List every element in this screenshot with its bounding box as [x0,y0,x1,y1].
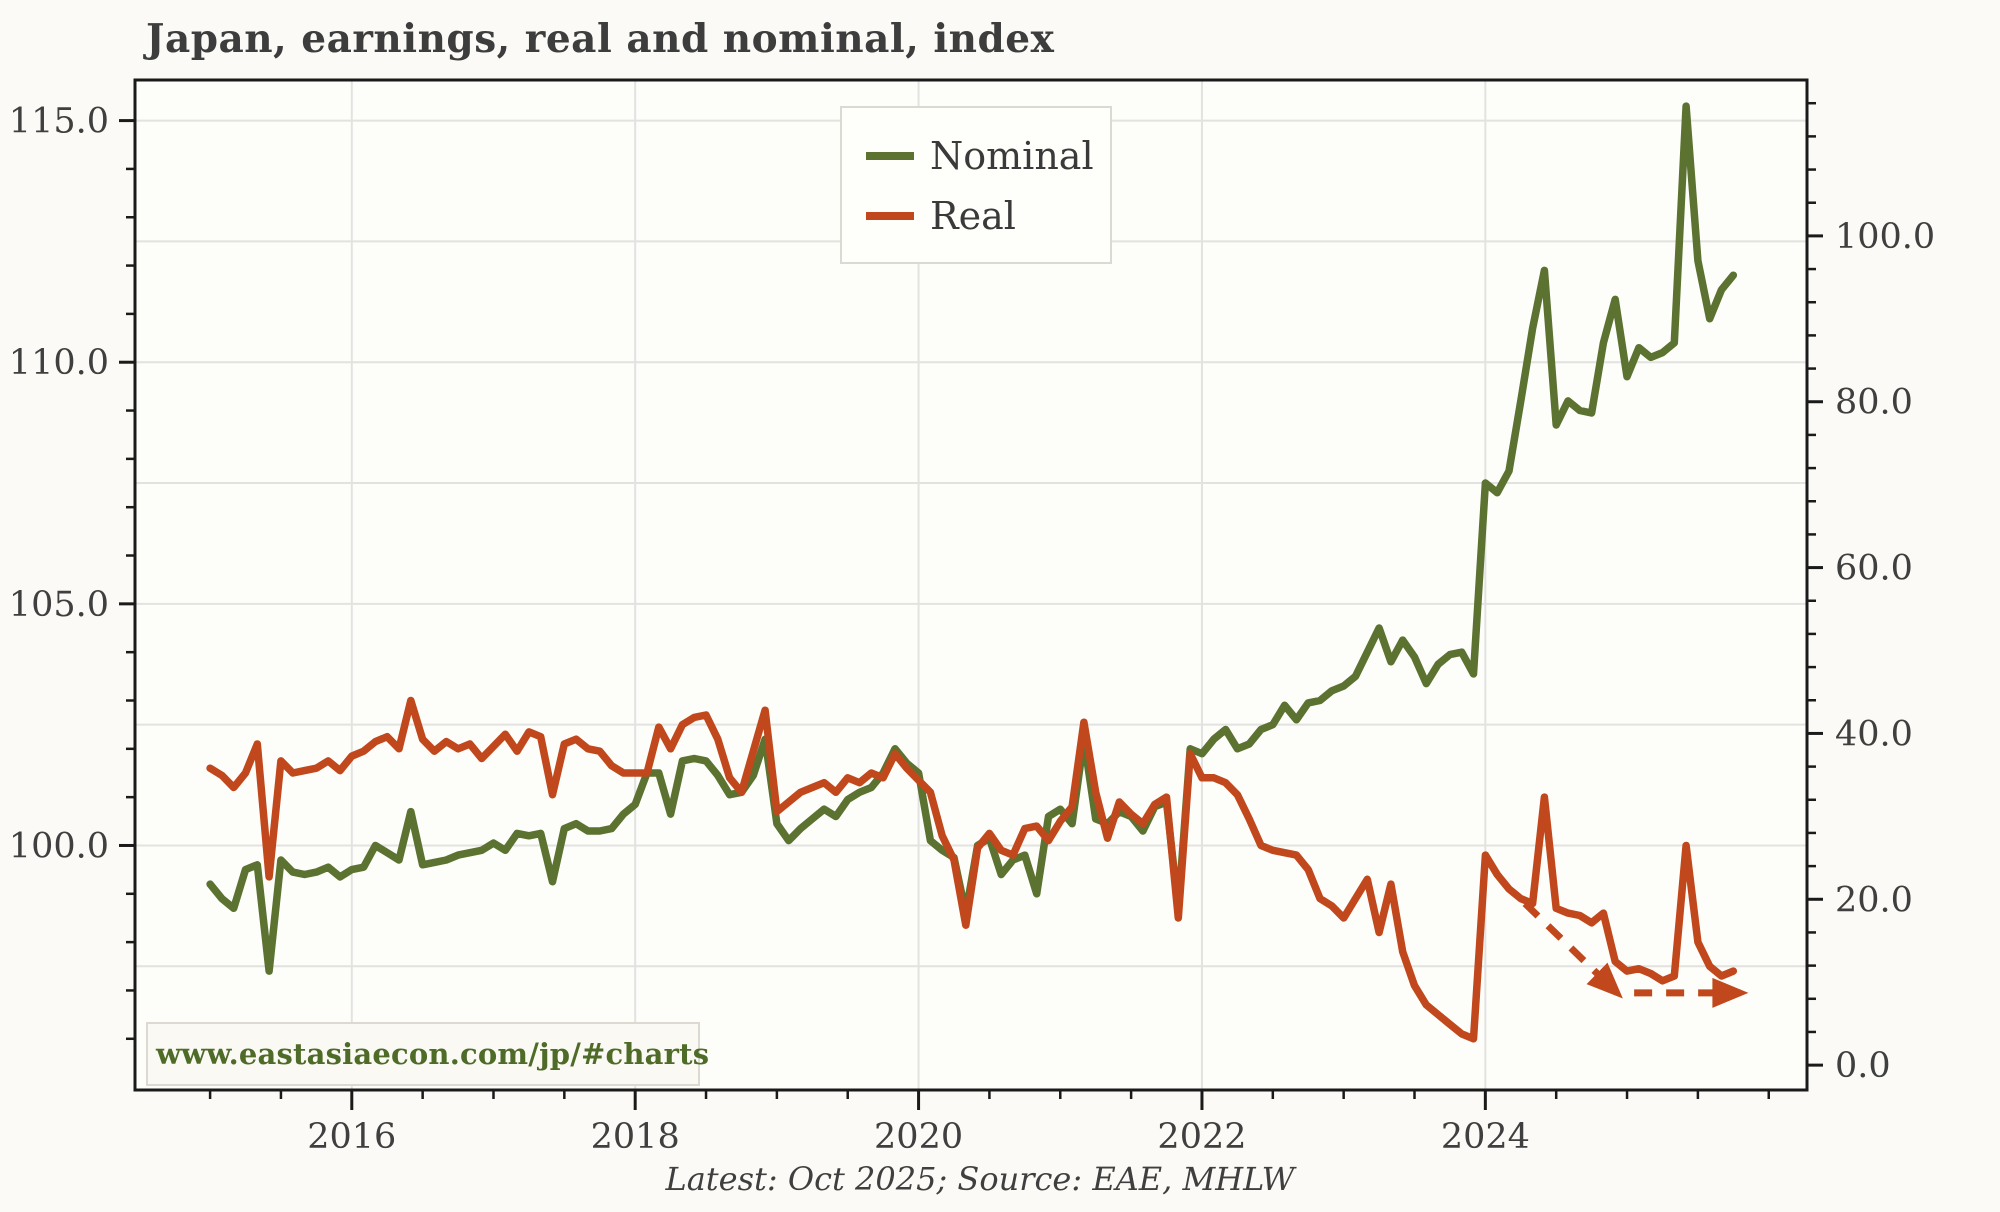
x-axis-label: 2020 [874,1117,963,1157]
nominal-line-swatch [866,152,914,160]
legend-item-real: Real [866,186,1100,246]
real-series-line [206,696,1738,1043]
trend-arrow-1 [1522,900,1623,999]
left-axis-label: 100.0 [9,826,109,866]
watermark: www.eastasiaecon.com/jp/#charts [146,1022,709,1086]
legend-label-nominal: Nominal [930,134,1094,178]
left-axis-label: 115.0 [9,102,109,142]
axis-box [133,78,1809,1092]
source-caption: Latest: Oct 2025; Source: EAE, MHLW [665,1160,1295,1198]
legend-label-real: Real [930,194,1016,238]
x-axis-label: 2018 [591,1117,680,1157]
legend-item-nominal: Nominal [866,126,1100,186]
chart-title: Japan, earnings, real and nominal, index [146,16,1055,62]
left-axis-label: 105.0 [9,585,109,625]
real-line-swatch [866,212,914,220]
right-axis-label: 100.0 [1835,217,1935,257]
axis-ticks [119,101,1823,1110]
x-axis-label: 2022 [1157,1117,1246,1157]
axis-tick-labels: 115.0 110.0 105.0 100.0 100.0 80.0 60.0 40.0 20.… [9,102,1935,1157]
right-axis-label: 80.0 [1835,383,1913,423]
x-axis-label: 2016 [307,1117,396,1157]
left-axis-label: 110.0 [9,343,109,383]
right-axis-label: 0.0 [1835,1046,1891,1086]
right-axis-label: 60.0 [1835,549,1913,589]
right-axis-label: 20.0 [1835,880,1913,920]
legend: Nominal Real [840,106,1112,264]
x-axis-label: 2024 [1441,1117,1530,1157]
right-axis-label: 40.0 [1835,714,1913,754]
